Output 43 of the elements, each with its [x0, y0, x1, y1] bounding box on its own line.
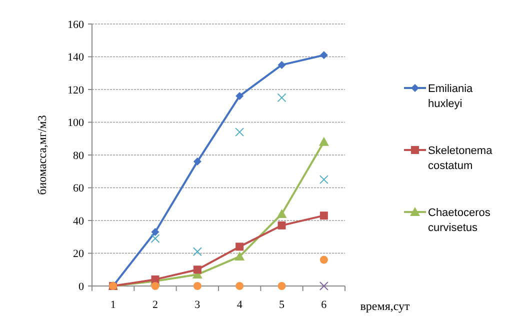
- point: [235, 128, 244, 137]
- y-tick-label: 0: [78, 280, 84, 293]
- point: [278, 60, 286, 69]
- y-tick-label: 160: [68, 18, 84, 31]
- point: [276, 208, 287, 218]
- x-tick-label: 1: [110, 299, 116, 311]
- point: [320, 51, 328, 60]
- y-tick-label: 40: [73, 215, 84, 228]
- point: [193, 158, 202, 166]
- legend-label: Skeletonema costatum: [428, 145, 494, 172]
- point: [193, 266, 202, 274]
- point: [320, 256, 328, 264]
- y-tick-label: 100: [68, 117, 84, 130]
- x-tick-label: 4: [236, 299, 243, 311]
- point: [278, 282, 286, 290]
- legend-label: Chaetoceros curvisetus: [428, 207, 491, 234]
- legend-label: Emiliania huxleyi: [428, 83, 474, 110]
- x-axis-title: время,сут: [360, 299, 411, 313]
- y-tick-label: 120: [68, 84, 84, 96]
- y-axis-title: биомасса,мг/м3: [35, 115, 49, 195]
- point: [277, 93, 286, 102]
- point: [192, 247, 202, 256]
- point: [236, 92, 244, 100]
- x-tick-label: 2: [152, 299, 158, 311]
- point: [318, 136, 329, 146]
- point: [234, 252, 245, 261]
- point: [150, 234, 160, 244]
- x-tick-label: 6: [321, 299, 328, 311]
- point: [236, 242, 244, 251]
- point: [236, 282, 244, 290]
- y-tick-label: 20: [73, 248, 84, 260]
- point: [151, 228, 160, 236]
- x-tick-label: 5: [279, 299, 285, 311]
- y-tick-label: 140: [68, 52, 84, 64]
- point: [320, 212, 328, 220]
- y-tick-label: 80: [73, 150, 84, 162]
- point: [319, 282, 328, 290]
- point: [278, 221, 286, 230]
- y-tick-label: 60: [73, 182, 84, 195]
- point: [193, 282, 202, 290]
- point: [151, 282, 160, 290]
- x-tick-label: 3: [194, 299, 201, 311]
- point: [319, 175, 328, 184]
